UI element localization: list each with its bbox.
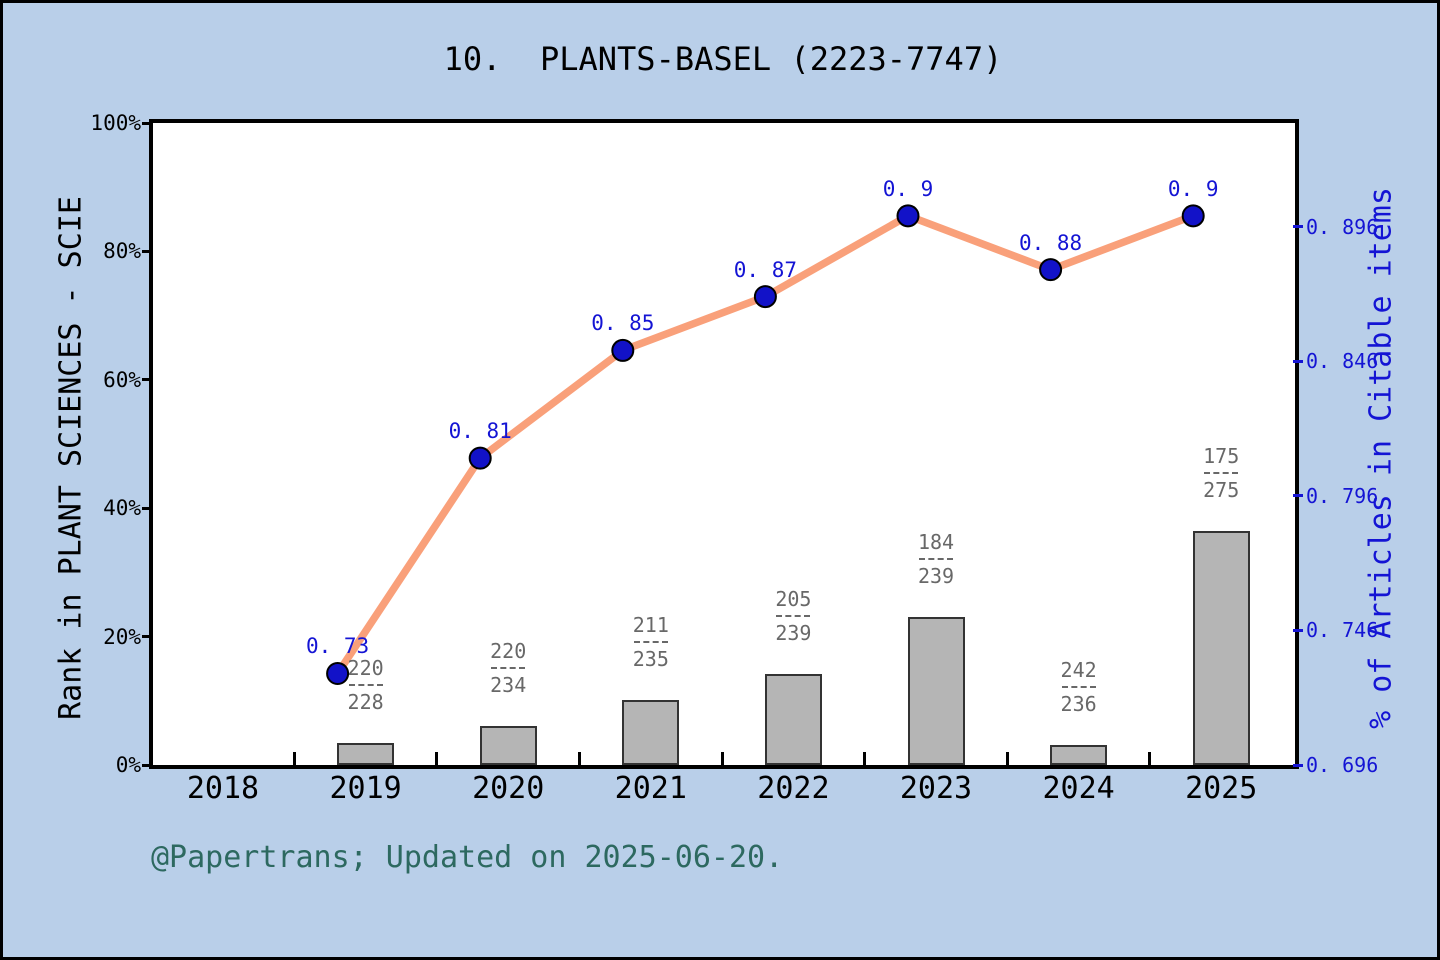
fraction-numerator: 184: [917, 530, 955, 555]
right-tick-mark: [1293, 225, 1303, 229]
bar: [337, 742, 395, 765]
fraction-denominator: 239: [775, 620, 812, 645]
fraction-label: 220 234: [463, 640, 553, 696]
left-tick-mark: [142, 121, 151, 125]
x-minor-tick-mark: [720, 752, 724, 765]
fraction-label: 184 239: [891, 531, 981, 587]
fraction-denominator: 228: [347, 689, 384, 714]
x-minor-tick-mark: [292, 752, 296, 765]
fraction-numerator: 220: [347, 655, 384, 680]
x-tick-label: 2018: [186, 771, 260, 806]
fraction-numerator: 242: [1060, 658, 1097, 683]
right-tick-mark: [1293, 359, 1303, 363]
left-tick-label: 0%: [115, 753, 141, 777]
x-minor-tick-mark: [1148, 752, 1152, 765]
x-tick-label: 2020: [472, 771, 545, 806]
left-tick-label: 60%: [103, 367, 141, 392]
data-point-label: 0. 88: [1018, 230, 1083, 255]
fraction-denominator: 239: [917, 564, 955, 589]
x-tick-label: 2022: [757, 771, 830, 806]
bar: [907, 617, 965, 765]
fraction-label: 242 236: [1034, 659, 1124, 715]
bar: [764, 673, 822, 765]
right-tick-mark: [1293, 494, 1303, 498]
fraction-numerator: 175: [1203, 444, 1240, 469]
fraction-denominator: 234: [490, 673, 527, 698]
fraction-numerator: 205: [775, 586, 812, 611]
y-axis-right-label: % of Articles in Citable items: [1363, 187, 1399, 729]
right-tick-label: 0. 896: [1306, 214, 1379, 239]
data-point-label: 0. 9: [882, 176, 934, 201]
left-tick-label: 100%: [90, 111, 141, 135]
left-tick-mark: [142, 763, 151, 767]
fraction-label: 220 228: [321, 657, 411, 713]
x-tick-label: 2019: [329, 771, 402, 806]
bar: [1050, 745, 1108, 765]
right-tick-label: 0. 696: [1306, 753, 1379, 777]
right-tick-mark: [1293, 763, 1303, 767]
fraction-denominator: 235: [632, 646, 669, 671]
data-point-label: 0. 85: [591, 311, 655, 336]
left-tick-mark: [142, 249, 151, 253]
fraction-label: 175 275: [1176, 445, 1266, 501]
x-tick-label: 2024: [1042, 771, 1115, 806]
data-point-label: 0. 81: [448, 419, 512, 444]
fraction-separator: [348, 683, 383, 686]
left-tick-label: 20%: [103, 624, 141, 649]
fraction-numerator: 220: [490, 639, 527, 664]
fraction-denominator: 236: [1060, 692, 1097, 717]
left-tick-label: 80%: [103, 239, 141, 264]
fraction-separator: [1061, 686, 1096, 689]
x-tick-label: 2021: [614, 771, 687, 806]
data-point-label: 0. 9: [1167, 176, 1219, 201]
x-minor-tick-mark: [435, 752, 439, 765]
fraction-separator: [633, 640, 668, 643]
bar: [1192, 531, 1250, 765]
right-tick-label: 0. 746: [1306, 618, 1379, 643]
data-point-label: 0. 73: [305, 634, 370, 659]
right-tick-label: 0. 796: [1306, 483, 1379, 508]
data-point-label: 0. 87: [733, 257, 797, 282]
footer-credit: @Papertrans; Updated on 2025-06-20.: [151, 840, 784, 875]
fraction-separator: [919, 558, 953, 561]
x-minor-tick-mark: [578, 752, 581, 765]
fraction-separator: [491, 667, 526, 670]
right-tick-label: 0. 846: [1306, 349, 1379, 374]
fraction-numerator: 211: [632, 612, 669, 637]
x-minor-tick-mark: [863, 752, 867, 765]
chart-title: 10. PLANTS-BASEL (2223-7747): [443, 40, 1003, 78]
left-tick-mark: [142, 378, 151, 382]
fraction-separator: [1204, 472, 1239, 475]
left-tick-mark: [142, 506, 151, 510]
bar: [479, 726, 537, 765]
left-tick-mark: [142, 635, 151, 639]
fraction-label: 205 239: [748, 588, 838, 644]
bar: [622, 699, 680, 765]
x-tick-label: 2023: [899, 771, 973, 806]
fraction-denominator: 275: [1203, 478, 1240, 503]
right-tick-mark: [1293, 628, 1303, 632]
left-tick-label: 40%: [103, 496, 141, 521]
fraction-label: 211 235: [606, 614, 696, 670]
x-minor-tick-mark: [1005, 752, 1009, 765]
fraction-separator: [776, 614, 811, 617]
x-tick-label: 2025: [1185, 771, 1258, 806]
